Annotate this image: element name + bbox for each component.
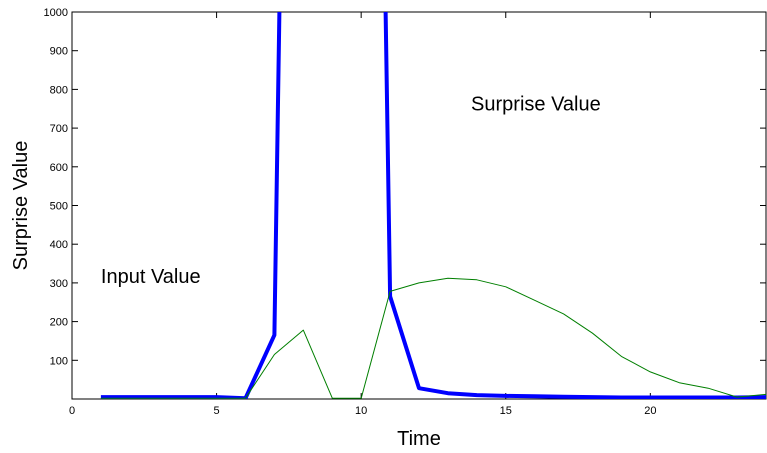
series-layer [100,12,766,399]
series-line-1 [100,12,766,399]
annotation-label: Surprise Value [471,94,601,116]
x-axis: 0 5 10 15 20 [69,12,656,417]
x-tick-label: 0 [69,405,75,417]
y-tick-label: 300 [50,278,68,290]
y-tick-label: 800 [50,84,68,96]
y-tick-label: 1000 [44,7,68,19]
y-axis-title: Surprise Value [10,141,32,271]
y-tick-label: 900 [50,46,68,58]
y-tick-label: 700 [50,123,68,135]
x-axis-title: Time [397,428,441,450]
y-tick-label: 400 [50,239,68,251]
y-tick-label: 500 [50,201,68,213]
x-tick-label: 20 [644,405,656,417]
series-line-2 [100,277,766,399]
x-tick-label: 10 [355,405,367,417]
x-tick-label: 15 [500,405,512,417]
y-tick-label: 100 [50,355,68,367]
y-tick-label: 600 [50,162,68,174]
y-axis: 100 200 300 400 500 600 700 800 900 1000 [44,7,766,367]
annotation-label: Input Value [101,266,201,288]
y-tick-label: 200 [50,317,68,329]
plot-area [71,11,767,400]
x-tick-label: 5 [214,405,220,417]
annotation-layer: Surprise Value Input Value [101,94,601,288]
